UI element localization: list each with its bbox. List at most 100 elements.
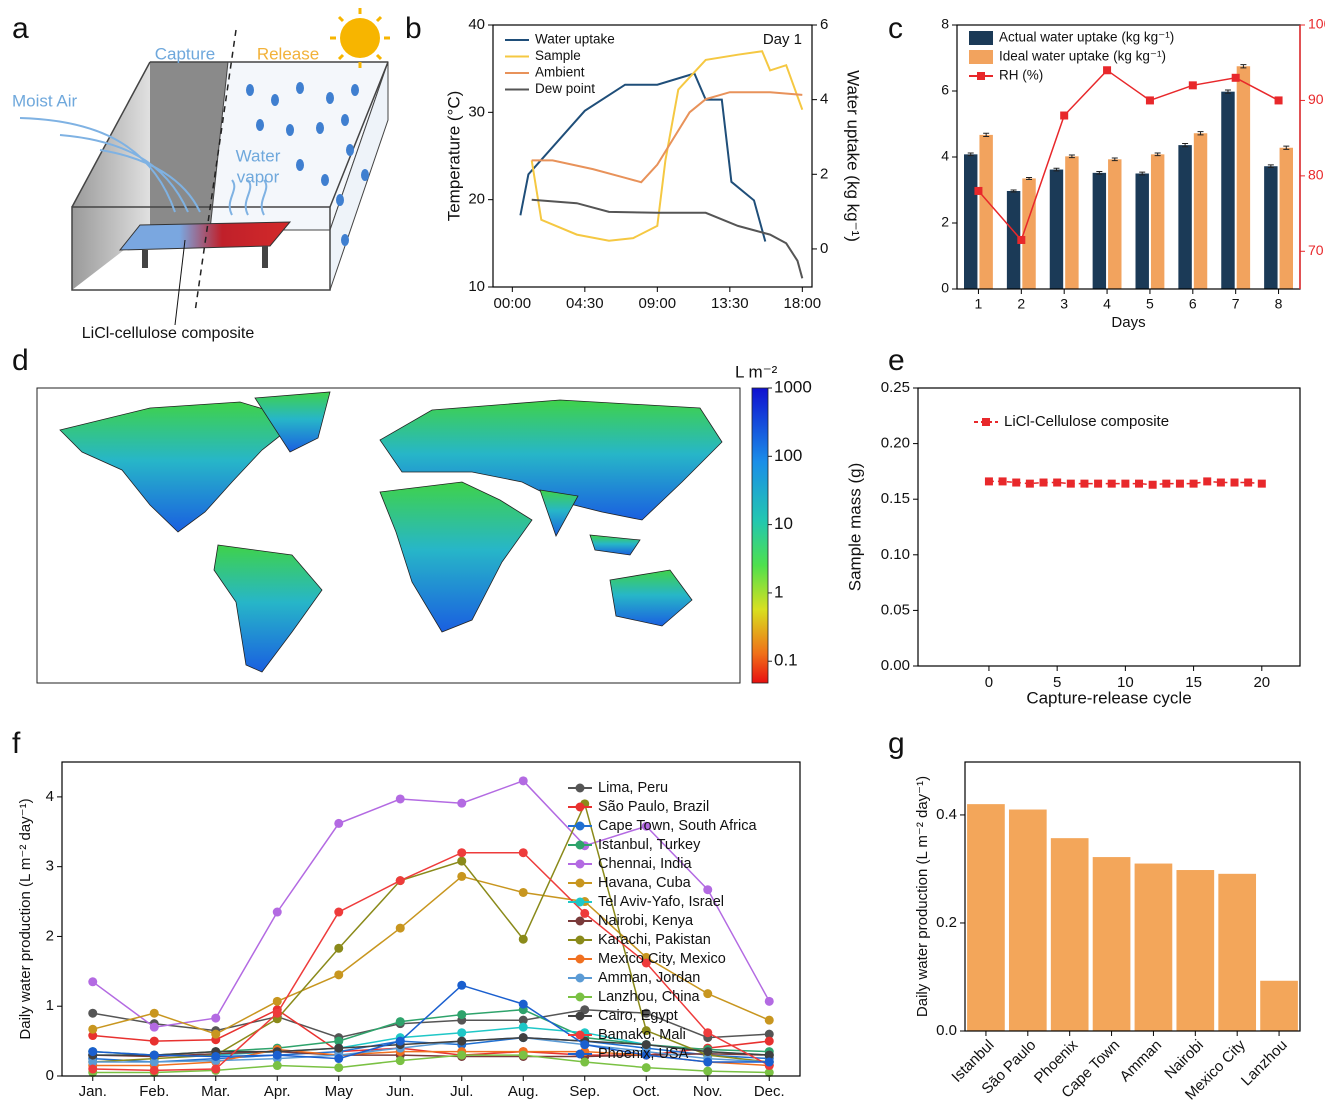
x-tick-label: Nov. [693,1083,723,1100]
marker [457,799,466,808]
colorbar-tick-label: 0.1 [774,651,798,670]
bar [1051,838,1089,1031]
bar [1009,810,1047,1031]
bar [1022,178,1035,289]
marker [88,1009,97,1018]
legend-label: Amman, Jordan [598,970,700,986]
x-tick-label: Jul. [450,1083,473,1100]
marker [765,1058,774,1067]
y2-tick-label: 2 [820,165,828,182]
marker [1176,480,1184,488]
x-tick-label: 0 [985,674,993,691]
marker [1080,480,1088,488]
legend-label: Actual water uptake (kg kg⁻¹) [999,30,1174,45]
error-bar [968,153,974,156]
bar [1237,66,1250,289]
x-tick-label: Apr. [264,1083,291,1100]
legend-label: Chennai, India [598,856,692,872]
y2-tick-label: 90 [1308,91,1324,107]
legend-label: São Paulo, Brazil [598,799,709,815]
y-tick-label: 0.15 [881,490,910,507]
marker [703,1067,712,1076]
error-bar [1198,132,1204,135]
water-vapor-label: vapor [237,167,280,186]
x-tick-label: May [325,1083,354,1100]
x-tick-label: Amman [1117,1037,1166,1086]
marker [1067,480,1075,488]
x-tick-label: 7 [1232,296,1240,312]
legend-marker [982,418,990,426]
panel-letter: a [12,12,29,45]
colorbar-tick-label: 1000 [774,377,812,396]
marker [150,1009,159,1018]
marker [519,1051,528,1060]
pointer [175,240,185,325]
marker [703,989,712,998]
marker [703,1058,712,1067]
x-tick-label: 2 [1017,296,1025,312]
leg [262,246,268,268]
marker [273,1061,282,1070]
marker [519,1000,528,1009]
x-tick-label: 04:30 [566,295,604,312]
marker [703,1028,712,1037]
marker [1275,96,1283,104]
bar [1108,159,1121,289]
marker [1040,479,1048,487]
x-tick-label: Jan. [79,1083,107,1100]
colorbar-tick-label: 10 [774,514,793,533]
legend-label: Cairo, Egypt [598,1008,678,1024]
x-tick-label: Oct. [632,1083,660,1100]
bar [1050,170,1063,289]
legend-label: Nairobi, Kenya [598,913,694,929]
marker [642,1063,651,1072]
legend-marker [576,822,585,831]
marker [457,1037,466,1046]
release-label: Release [257,44,319,63]
y-tick-label: 1 [46,997,54,1014]
x-tick-label: 3 [1060,296,1068,312]
marker [580,1058,589,1067]
legend-label: Sample [535,48,581,63]
marker [457,848,466,857]
bar [979,135,992,289]
x-tick-label: Lanzhou [1238,1037,1291,1090]
legend-label: Mexico City, Mexico [598,951,726,967]
legend-marker [576,841,585,850]
marker [703,1047,712,1056]
marker [1190,480,1198,488]
marker [519,848,528,857]
y-tick-label: 0.2 [936,914,957,931]
marker [1231,479,1239,487]
marker [519,935,528,944]
marker [1012,479,1020,487]
legend-label: Ambient [535,65,585,80]
legend-marker [576,879,585,888]
y-tick-label: 0 [46,1067,54,1084]
y2-axis-label: Water uptake (kg kg⁻¹) [844,70,863,242]
material-label: LiCl-cellulose composite [82,325,255,342]
marker [1094,480,1102,488]
x-axis-label: Capture-release cycle [1026,688,1191,707]
marker [1017,236,1025,244]
marker [1135,480,1143,488]
y2-tick-label: 0 [820,240,828,257]
legend-label: RH (%) [999,68,1043,83]
colorbar-tick-label: 1 [774,582,783,601]
bar [967,804,1005,1031]
y-tick-label: 0.05 [881,601,910,618]
bar [1093,857,1131,1031]
legend-marker [576,993,585,1002]
y2-tick-label: 6 [820,16,828,33]
marker [334,819,343,828]
moist-air-label: Moist Air [12,91,78,110]
marker [150,1051,159,1060]
y2-tick-label: 4 [820,91,828,108]
marker [519,888,528,897]
legend-marker [576,936,585,945]
legend-label: LiCl-Cellulose composite [1004,413,1169,430]
x-tick-label: Feb. [139,1083,169,1100]
bar [1260,981,1298,1031]
bar [1178,145,1191,289]
marker [88,977,97,986]
